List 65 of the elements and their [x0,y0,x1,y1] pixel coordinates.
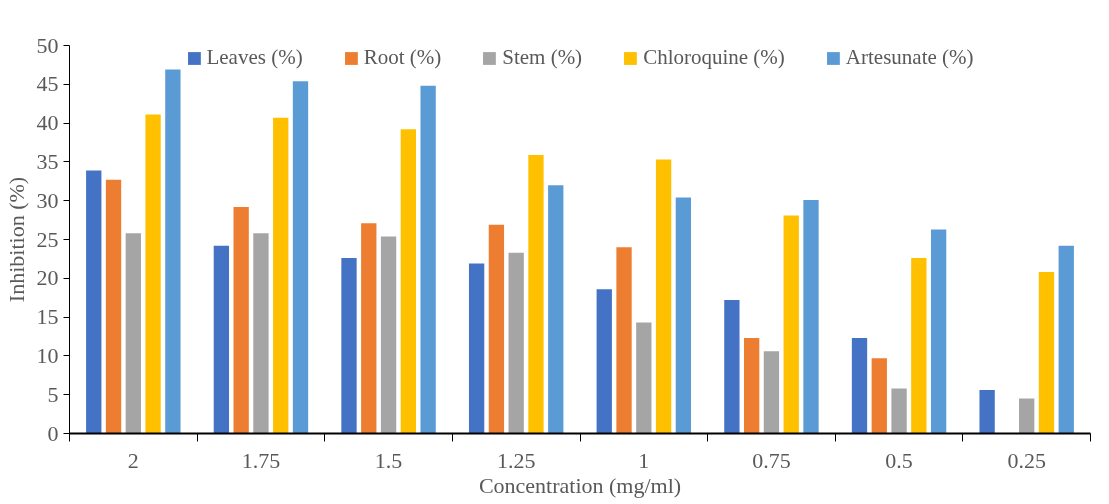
bar [468,263,485,434]
y-tick-label: 40 [36,110,59,136]
x-tick-label: 1.25 [496,447,536,473]
bar [675,197,692,434]
y-tick-label: 25 [36,226,59,252]
legend-label: Chloroquine (%) [643,45,785,70]
x-tick-label: 1 [638,447,650,473]
bar [763,351,780,434]
y-tick-label: 5 [47,381,59,407]
bar [213,245,230,434]
bar [361,223,377,434]
bar [636,322,652,434]
x-tick-label: 0.5 [885,447,913,473]
y-tick-label: 45 [36,71,59,97]
bar [655,159,672,434]
legend-label: Root (%) [363,45,442,70]
bar [1058,245,1074,434]
x-tick-label: 1.75 [241,447,281,473]
bar [911,258,927,434]
bar [616,247,632,434]
bar [979,390,995,434]
bar [508,252,524,434]
bar [400,129,416,434]
bar [105,179,122,434]
y-tick-label: 35 [36,148,59,174]
bar [292,81,309,434]
x-tick-label: 0.25 [1007,447,1046,473]
bar [86,170,102,434]
bar [724,300,740,434]
bar [744,338,760,434]
bar [596,289,612,434]
y-tick-label: 10 [36,342,59,368]
y-tick-label: 50 [36,32,59,58]
legend-label: Artesunate (%) [845,45,974,70]
y-tick-label: 20 [36,265,59,291]
bar [930,229,947,434]
x-axis-title: Concentration (mg/ml) [478,472,682,498]
bar [548,185,564,434]
y-tick-label: 30 [36,187,59,213]
bar [233,206,249,434]
bar [165,69,181,434]
bar [253,233,269,434]
bar [341,258,357,434]
bar [871,358,887,434]
bar [891,388,907,434]
bar [783,215,799,434]
y-tick-label: 15 [36,304,59,330]
y-tick-label: 0 [47,420,59,446]
bar [145,114,161,434]
bar [125,233,141,434]
legend-label: Stem (%) [502,45,583,70]
bar [803,199,819,434]
y-axis-title: Inhibition (%) [3,176,29,303]
legend-label: Leaves (%) [206,45,303,70]
x-tick-label: 0.75 [752,447,791,473]
bar [528,154,544,434]
x-tick-label: 1.5 [374,447,403,473]
bar [488,224,505,434]
bar [1038,272,1055,434]
bar [420,85,436,434]
bar [851,338,868,434]
x-tick-label: 2 [127,447,139,473]
bar [380,236,397,434]
bar [273,117,289,434]
bar [1019,398,1035,434]
